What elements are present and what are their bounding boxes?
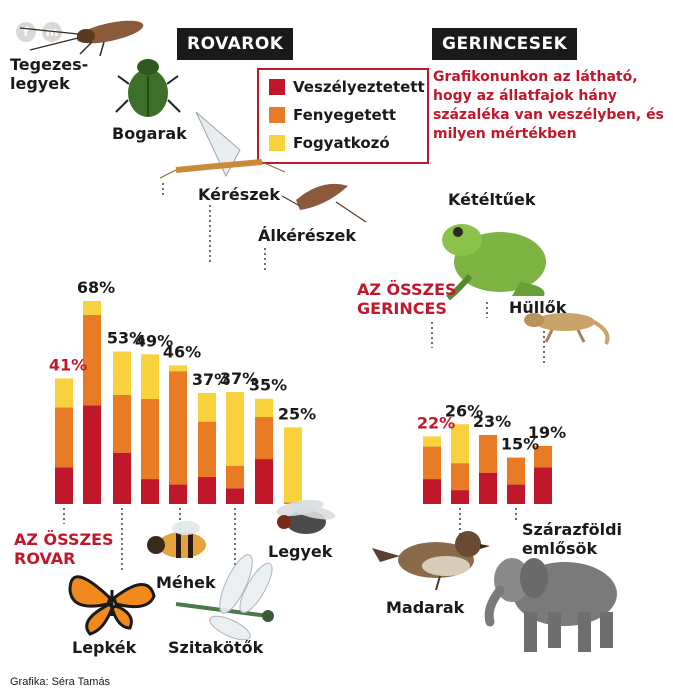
legend-label-threatened: Fenyegetett xyxy=(293,106,397,124)
bar-segment-0-1-0 xyxy=(83,405,101,504)
caddisfly-icon xyxy=(19,20,144,57)
bar-segment-1-2-0 xyxy=(479,472,497,504)
bar-segment-0-6-1 xyxy=(226,465,244,489)
bar-segment-1-4-1 xyxy=(534,446,552,468)
bar-segment-0-2-2 xyxy=(113,351,131,395)
legend-label-endangered: Veszélyeztetett xyxy=(293,78,425,96)
bar-segment-1-3-1 xyxy=(507,457,525,485)
bar-segment-1-1-0 xyxy=(451,490,469,504)
legend-swatch-threatened xyxy=(269,107,285,123)
label-all-vertebrates: AZ ÖSSZES GERINCES xyxy=(357,280,457,318)
bar-segment-0-7-1 xyxy=(255,417,273,460)
bar-segment-0-7-2 xyxy=(255,398,273,417)
label-flies: Legyek xyxy=(268,542,333,561)
butterfly-icon xyxy=(68,575,156,636)
bar-segment-0-8-2 xyxy=(284,427,302,503)
chart-legend: Veszélyeztetett Fenyegetett Fogyatkozó xyxy=(257,68,429,164)
bar-total-label-0-1: 68% xyxy=(77,278,115,297)
legend-swatch-endangered xyxy=(269,79,285,95)
bar-segment-0-2-0 xyxy=(113,452,131,504)
bar-segment-0-4-1 xyxy=(169,371,187,485)
bar-segment-0-3-0 xyxy=(141,479,159,504)
label-stoneflies: Álkérészek xyxy=(258,226,356,245)
bar-segment-1-4-0 xyxy=(534,467,552,504)
bar-total-label-0-2: 53% xyxy=(107,328,145,347)
label-all-insects: AZ ÖSSZES ROVAR xyxy=(14,530,114,568)
bar-segment-0-5-0 xyxy=(198,477,216,504)
bar-total-label-0-3: 49% xyxy=(135,331,173,350)
bee-icon xyxy=(147,521,206,558)
bar-segment-1-1-1 xyxy=(451,463,469,491)
label-reptiles: Hüllők xyxy=(509,298,567,317)
label-amphibians: Kétéltűek xyxy=(448,190,536,209)
bar-segment-0-7-0 xyxy=(255,459,273,504)
bar-segment-0-4-2 xyxy=(169,365,187,372)
share-facebook-icon[interactable]: f xyxy=(16,22,36,42)
bar-segment-0-1-2 xyxy=(83,301,101,315)
bar-segment-0-0-0 xyxy=(55,467,73,504)
dragonfly-icon xyxy=(175,554,274,641)
legend-item-threatened: Fenyegetett xyxy=(269,106,396,124)
bar-total-label-1-4: 19% xyxy=(528,423,566,442)
vertebrates-heading: GERINCESEK xyxy=(432,28,578,60)
bar-segment-1-2-1 xyxy=(479,434,497,473)
legend-item-endangered: Veszélyeztetett xyxy=(269,78,425,96)
sparrow-icon xyxy=(372,531,490,591)
bar-segment-0-5-2 xyxy=(198,392,216,422)
bar-segment-0-3-1 xyxy=(141,399,159,480)
beetle-icon xyxy=(115,59,181,117)
mayfly-icon xyxy=(159,111,286,179)
share-messenger-icon[interactable]: m xyxy=(42,22,62,42)
fly-icon xyxy=(276,499,336,534)
bar-total-label-0-5: 37% xyxy=(192,370,230,389)
bar-total-label-0-8: 25% xyxy=(278,404,316,423)
bar-total-label-0-0: 41% xyxy=(49,355,87,374)
legend-item-declining: Fogyatkozó xyxy=(269,134,390,152)
bar-segment-0-5-1 xyxy=(198,421,216,478)
lizard-icon xyxy=(524,313,610,345)
label-bees: Méhek xyxy=(156,573,216,592)
label-caddisflies: Tegezes- legyek xyxy=(10,55,89,93)
bar-total-label-1-0: 22% xyxy=(417,413,455,432)
label-butterflies: Lepkék xyxy=(72,638,137,657)
bar-segment-0-6-0 xyxy=(226,488,244,504)
bar-segment-1-0-1 xyxy=(423,446,441,480)
chart-description: Grafikonunkon az látható, hogy az állatf… xyxy=(433,69,664,142)
bar-segment-0-1-1 xyxy=(83,314,101,406)
label-birds: Madarak xyxy=(386,598,465,617)
bar-segment-1-0-0 xyxy=(423,479,441,504)
graphic-credit: Grafika: Séra Tamás xyxy=(10,676,111,688)
label-beetles: Bogarak xyxy=(112,124,187,143)
legend-label-declining: Fogyatkozó xyxy=(293,134,390,152)
bar-total-label-1-1: 26% xyxy=(445,401,483,420)
bar-segment-0-3-2 xyxy=(141,354,159,400)
bar-total-label-1-3: 15% xyxy=(501,435,539,454)
label-land-mammals: Szárazföldi emlősök xyxy=(522,520,623,558)
bar-total-label-0-6: 37% xyxy=(220,369,258,388)
bar-segment-1-1-2 xyxy=(451,424,469,464)
bar-segment-0-4-0 xyxy=(169,484,187,504)
insects-heading: ROVAROK xyxy=(177,28,294,60)
bar-segment-0-0-1 xyxy=(55,407,73,468)
elephant-icon xyxy=(484,558,617,652)
bar-total-label-0-7: 35% xyxy=(249,376,287,395)
legend-swatch-declining xyxy=(269,135,285,151)
bar-segment-1-0-2 xyxy=(423,436,441,447)
bar-segment-0-0-2 xyxy=(55,378,73,408)
bar-segment-1-3-0 xyxy=(507,484,525,504)
bar-segment-0-2-1 xyxy=(113,394,131,453)
bar-total-label-1-2: 23% xyxy=(473,412,511,431)
stonefly-icon xyxy=(281,183,367,223)
label-mayflies: Kérészek xyxy=(198,185,281,204)
frog-icon xyxy=(442,224,546,301)
bar-total-label-0-4: 46% xyxy=(163,342,201,361)
bar-segment-0-6-2 xyxy=(226,392,244,466)
total-label-layer: 41%68%53%49%46%37%37%35%25% 22%26%23%15%1… xyxy=(49,278,566,454)
label-dragonflies: Szitakötők xyxy=(168,638,264,657)
